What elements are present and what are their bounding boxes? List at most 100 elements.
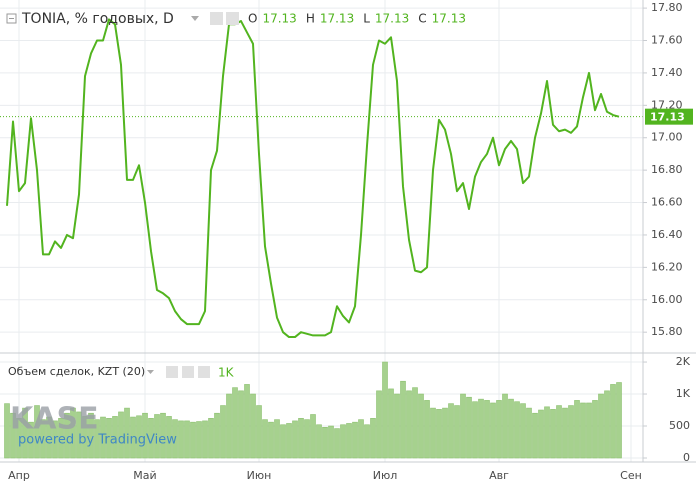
volume-bar: [64, 412, 70, 459]
volume-bar: [256, 405, 262, 459]
ohlc-value: 17.13: [320, 12, 354, 26]
volume-bar: [484, 400, 490, 459]
volume-bar: [316, 424, 322, 459]
volume-bar: [70, 407, 76, 459]
volume-bar: [478, 398, 484, 459]
last-price-label: 17.13: [650, 111, 685, 124]
volume-bar: [16, 418, 22, 459]
volume-bar: [436, 409, 442, 459]
y-tick-label: 17.00: [651, 131, 683, 144]
y-tick-label: 16.60: [651, 196, 683, 209]
volume-bar: [568, 405, 574, 459]
volume-last-value: 1K: [218, 366, 235, 380]
volume-bar: [550, 409, 556, 459]
x-tick-label: Май: [133, 469, 156, 482]
volume-bar: [400, 380, 406, 459]
y-tick-label: 1K: [676, 387, 691, 400]
x-tick-label: Сен: [620, 469, 642, 482]
volume-bar: [586, 402, 592, 459]
volume-bar: [610, 384, 616, 459]
volume-bar: [226, 393, 232, 459]
volume-bar: [208, 418, 214, 459]
volume-bar: [616, 382, 622, 459]
volume-bar: [52, 420, 58, 459]
volume-bar: [352, 421, 358, 459]
volume-bar: [94, 419, 100, 459]
ohlc-label: O: [248, 12, 257, 26]
volume-bar: [172, 419, 178, 459]
volume-bar: [514, 401, 520, 459]
volume-title: Объем сделок, KZT (20): [8, 365, 145, 378]
volume-bar: [286, 423, 292, 459]
volume-bar: [322, 426, 328, 459]
x-tick-label: Июн: [247, 469, 272, 482]
volume-bar: [106, 418, 112, 459]
volume-bar: [10, 412, 16, 459]
volume-bar: [418, 393, 424, 459]
volume-bar: [358, 419, 364, 459]
volume-bar: [184, 420, 190, 459]
volume-bar: [76, 411, 82, 459]
y-tick-label: 500: [669, 419, 690, 432]
volume-bar: [334, 428, 340, 459]
volume-bar: [130, 416, 136, 459]
volume-bar: [202, 420, 208, 459]
volume-bar: [508, 398, 514, 459]
volume-bar: [274, 419, 280, 459]
volume-bar: [310, 414, 316, 459]
y-tick-label: 16.20: [651, 260, 683, 273]
volume-bar: [604, 390, 610, 459]
watermark-logo: KASE: [10, 402, 99, 437]
volume-bar: [46, 416, 52, 459]
collapse-icon[interactable]: [6, 13, 17, 24]
volume-bar: [58, 418, 64, 459]
ohlc-value: 17.13: [432, 12, 466, 26]
settings-icon[interactable]: [226, 12, 239, 25]
settings-icon[interactable]: [182, 366, 194, 378]
volume-bar: [544, 406, 550, 459]
x-tick-label: Авг: [489, 469, 509, 482]
volume-bar: [598, 393, 604, 459]
y-tick-label: 17.60: [651, 34, 683, 47]
volume-bar: [250, 393, 256, 459]
volume-bar: [244, 384, 250, 459]
volume-bar: [460, 393, 466, 459]
settings-icon[interactable]: [198, 366, 210, 378]
volume-bar: [502, 393, 508, 459]
volume-bar: [526, 407, 532, 459]
marks: [0, 18, 643, 459]
y-tick-label: 16.80: [651, 163, 683, 176]
volume-bar: [412, 387, 418, 459]
x-tick-label: Июл: [373, 469, 398, 482]
watermark-powered: powered by TradingView: [18, 433, 177, 448]
volume-bar: [112, 416, 118, 459]
x-tick-label: Апр: [8, 469, 30, 482]
volume-bar: [142, 412, 148, 459]
volume-bar: [34, 405, 40, 459]
ohlc-value: 17.13: [262, 12, 296, 26]
dropdown-arrow[interactable]: [191, 16, 199, 21]
settings-icon[interactable]: [166, 366, 178, 378]
volume-bar: [304, 419, 310, 459]
volume-bar: [136, 415, 142, 459]
volume-bar: [328, 425, 334, 459]
dropdown-arrow[interactable]: [147, 370, 154, 374]
volume-bar: [406, 390, 412, 459]
chart-title: TONIA, % годовых, D: [21, 11, 174, 27]
volume-bar: [298, 418, 304, 459]
volume-bar: [268, 421, 274, 459]
volume-bar: [448, 403, 454, 459]
volume-bar: [574, 400, 580, 459]
volume-bar: [220, 405, 226, 459]
volume-bar: [424, 400, 430, 459]
settings-icon[interactable]: [210, 12, 223, 25]
y-tick-label: 0: [683, 451, 690, 464]
volume-bar: [556, 405, 562, 459]
ohlc-legend: O 17.13 H 17.13 L 17.13 C 17.13: [248, 12, 466, 26]
y-tick-label: 17.40: [651, 66, 683, 79]
volume-bar: [364, 424, 370, 459]
volume-bar: [4, 403, 10, 459]
volume-bar: [520, 403, 526, 459]
volume-bar: [28, 421, 34, 459]
